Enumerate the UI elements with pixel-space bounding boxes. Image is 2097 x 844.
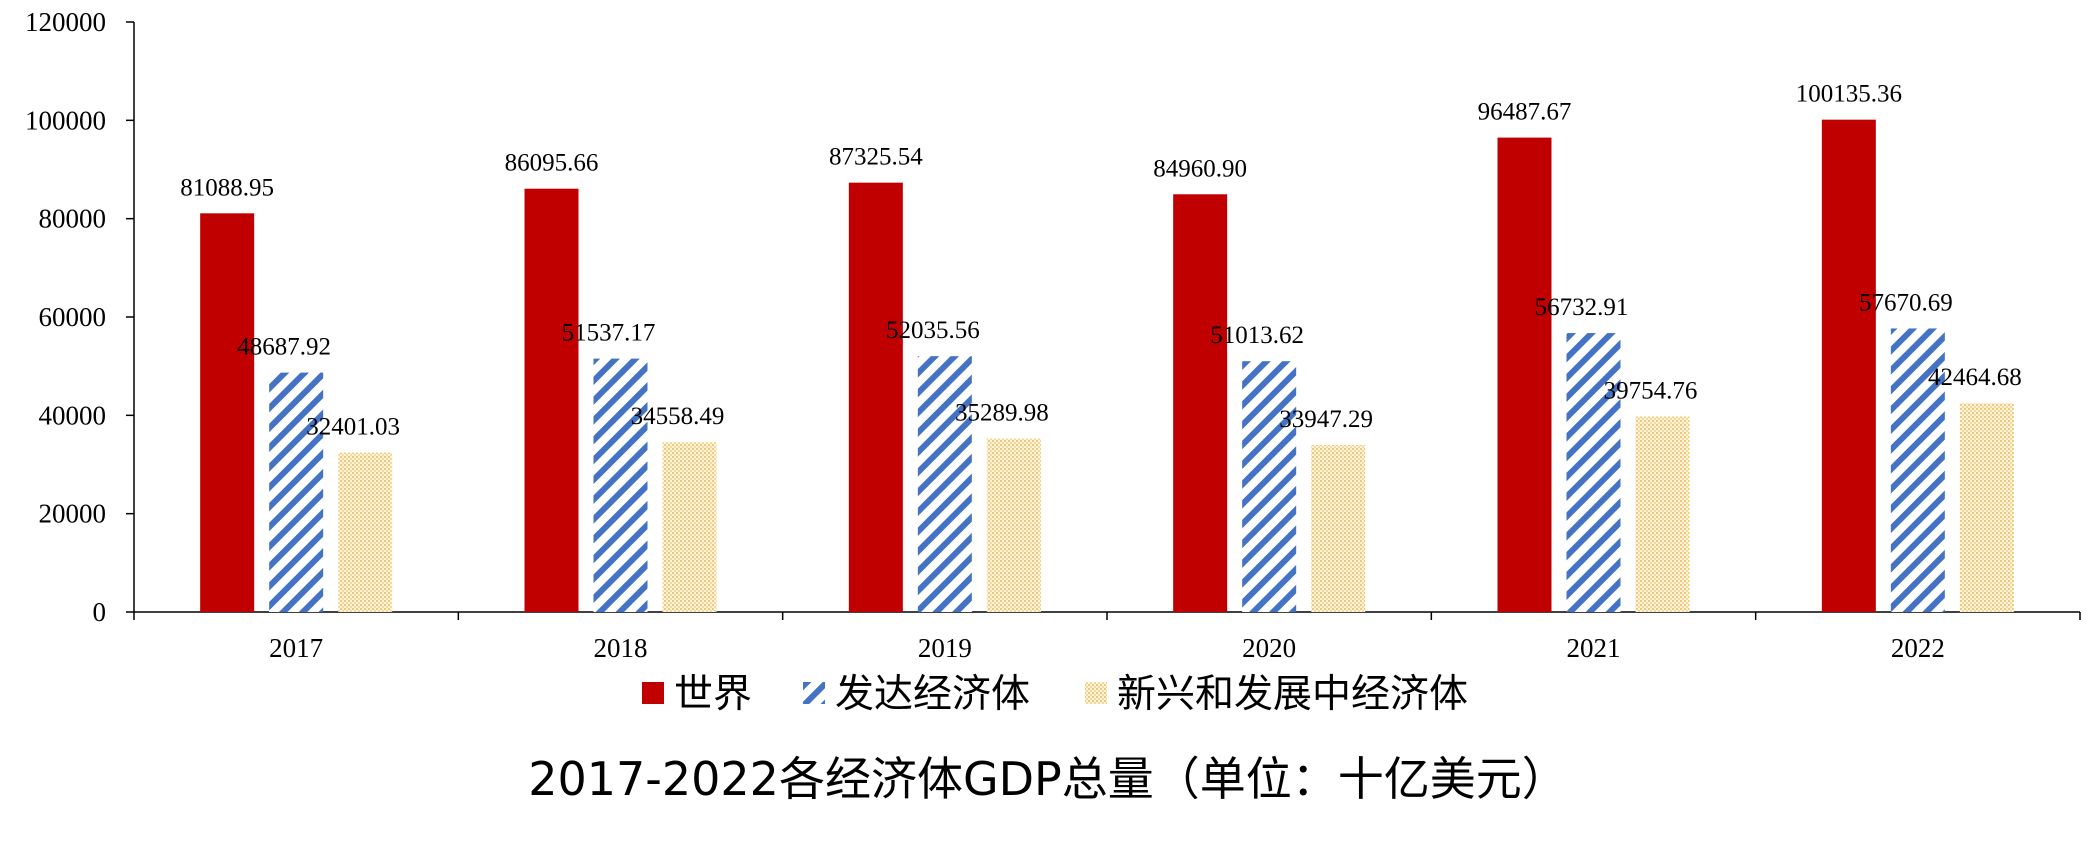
data-label: 100135.36	[1796, 81, 1902, 108]
legend-label-3: 新兴和发展中经济体	[1117, 672, 1468, 717]
x-tick-label: 2021	[1567, 633, 1621, 663]
data-label: 34558.49	[631, 403, 725, 430]
bar-3-2021	[1635, 416, 1690, 612]
data-label: 35289.98	[955, 399, 1049, 426]
y-tick-label: 60000	[39, 302, 107, 332]
data-label: 39754.76	[1604, 378, 1698, 405]
bars	[200, 119, 2014, 613]
legend-label-2: 发达经济体	[835, 672, 1030, 717]
chart-title: 2017-2022各经济体GDP总量（单位：十亿美元）	[528, 752, 1568, 806]
bar-3-2018	[662, 442, 717, 612]
legend-swatch-2	[803, 682, 825, 704]
legend-label-1: 世界	[674, 672, 752, 717]
bar-3-2019	[986, 438, 1041, 612]
bar-2-2017	[269, 372, 324, 612]
data-label: 96487.67	[1478, 99, 1572, 126]
x-tick-label: 2018	[594, 633, 648, 663]
data-label: 33947.29	[1279, 406, 1373, 433]
data-label: 87325.54	[829, 144, 923, 171]
y-tick-label: 20000	[39, 499, 107, 529]
bar-1-2020	[1173, 194, 1228, 612]
legend: 世界 发达经济体 新兴和发展中经济体	[642, 672, 1468, 717]
x-tick-label: 2017	[269, 633, 323, 663]
bar-1-2017	[200, 213, 255, 612]
bar-1-2018	[524, 188, 579, 612]
bar-2-2021	[1566, 333, 1621, 612]
data-label: 56732.91	[1535, 294, 1629, 321]
y-tick-label: 0	[93, 597, 107, 627]
data-label: 86095.66	[505, 150, 599, 177]
data-label: 32401.03	[306, 414, 400, 441]
data-labels: 81088.95 48687.92 32401.03 86095.66 51537.17…	[180, 81, 2021, 441]
y-tick-label: 120000	[25, 7, 106, 37]
legend-swatch-3	[1085, 682, 1107, 704]
data-label: 42464.68	[1928, 364, 2022, 391]
data-label: 57670.69	[1859, 289, 1953, 316]
bar-3-2020	[1311, 445, 1366, 612]
y-tick-label: 100000	[25, 105, 106, 135]
x-tick-label: 2022	[1891, 633, 1945, 663]
x-tick-label: 2019	[918, 633, 972, 663]
bar-2-2019	[917, 356, 972, 612]
bar-2-2022	[1890, 328, 1945, 612]
axes: 0 20000 40000 60000 80000 100000 120000 2017 201…	[25, 7, 2081, 663]
bar-2-2020	[1242, 361, 1297, 612]
bar-1-2022	[1821, 119, 1876, 612]
data-label: 81088.95	[180, 174, 274, 201]
bar-1-2021	[1497, 137, 1552, 612]
data-label: 48687.92	[237, 334, 331, 361]
data-label: 51537.17	[562, 320, 656, 347]
x-tick-label: 2020	[1242, 633, 1296, 663]
y-tick-label: 80000	[39, 204, 107, 234]
data-label: 51013.62	[1210, 322, 1304, 349]
bar-1-2019	[848, 182, 903, 613]
bar-3-2022	[1959, 403, 2014, 612]
legend-swatch-1	[642, 682, 664, 704]
bar-3-2017	[338, 452, 393, 612]
bar-2-2018	[593, 358, 648, 612]
data-label: 52035.56	[886, 317, 980, 344]
data-label: 84960.90	[1153, 155, 1247, 182]
y-tick-label: 40000	[39, 400, 107, 430]
